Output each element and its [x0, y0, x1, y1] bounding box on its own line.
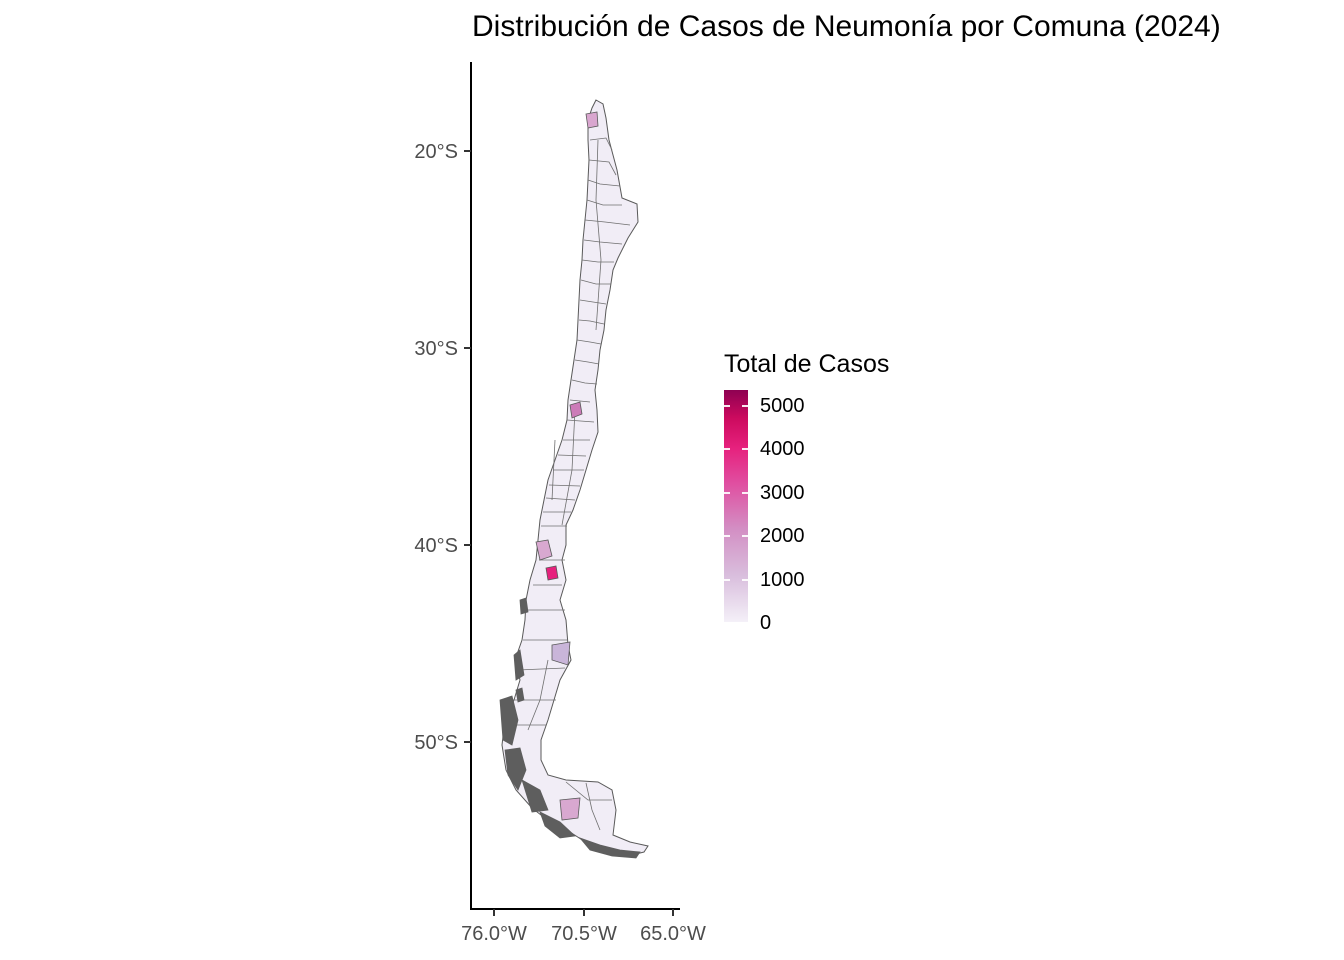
legend-tick-5000: [724, 405, 730, 407]
comuna-arica: [585, 111, 599, 129]
legend-tick-1000-r: [742, 579, 748, 581]
legend-tick-1000: [724, 579, 730, 581]
legend-label-4000: 4000: [760, 438, 805, 460]
comuna-punta-arenas: [559, 797, 581, 821]
legend-tick-4000: [724, 448, 730, 450]
legend-label-3000: 3000: [760, 482, 805, 504]
southern-archipelago: [499, 597, 641, 859]
legend-tick-4000-r: [742, 448, 748, 450]
highlighted-comunas: [535, 111, 599, 821]
comuna-borders: [506, 137, 631, 831]
legend-label-1000: 1000: [760, 569, 805, 591]
legend-title: Total de Casos: [724, 350, 890, 378]
y-tick-label-20: 20°S: [414, 141, 458, 163]
legend-label-0: 0: [760, 612, 772, 634]
map-title: Distribución de Casos de Neumonía por Co…: [472, 10, 1221, 43]
comuna-temuco: [535, 539, 553, 561]
legend-tick-5000-r: [742, 405, 748, 407]
x-tick-label-65: 65.0°W: [640, 923, 706, 945]
legend-label-5000: 5000: [760, 395, 805, 417]
comuna-coyhaique: [551, 641, 571, 666]
legend-tick-3000: [724, 492, 730, 494]
legend-tick-2000: [724, 535, 730, 537]
legend-tick-2000-r: [742, 535, 748, 537]
legend-label-2000: 2000: [760, 525, 805, 547]
y-tick-label-30: 30°S: [414, 338, 458, 360]
comuna-santiago: [569, 401, 583, 419]
x-tick-label-70: 70.5°W: [551, 923, 617, 945]
x-tick-label-76: 76.0°W: [461, 923, 527, 945]
chile-mainland: [501, 99, 649, 857]
y-tick-label-50: 50°S: [414, 732, 458, 754]
y-tick-label-40: 40°S: [414, 535, 458, 557]
legend-tick-3000-r: [742, 492, 748, 494]
legend-color-bar: [724, 390, 748, 622]
comuna-puerto-montt: [545, 565, 559, 581]
